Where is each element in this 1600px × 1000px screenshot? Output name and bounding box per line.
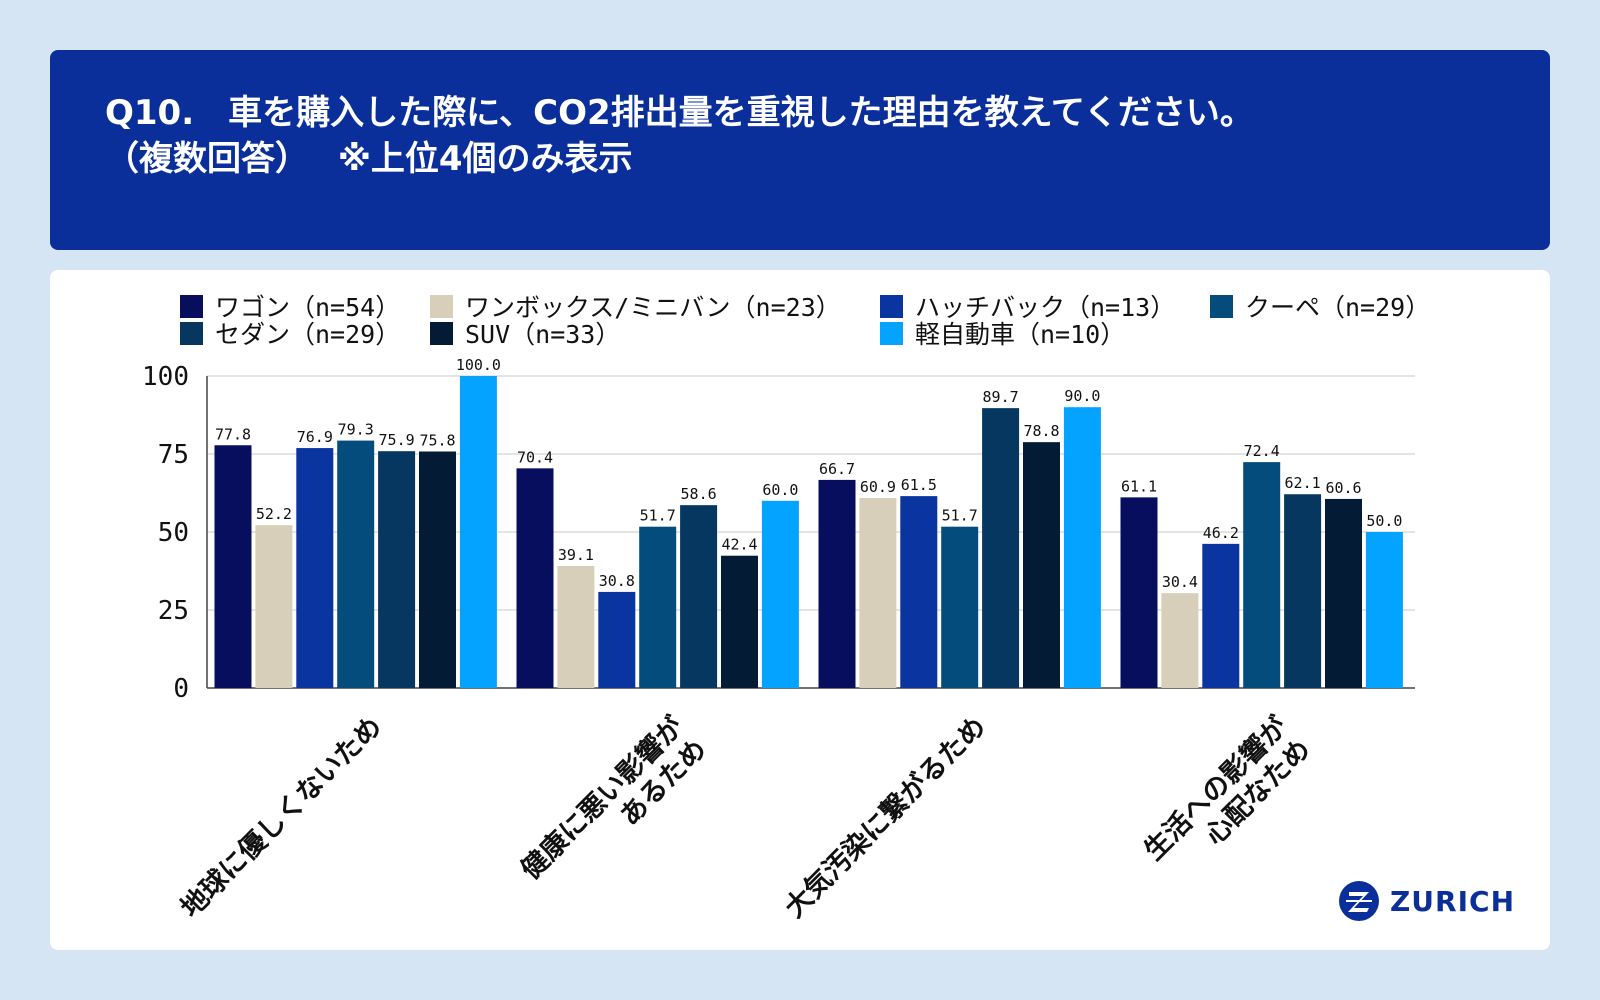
bar bbox=[721, 555, 758, 688]
bar-value-label: 51.7 bbox=[640, 507, 676, 525]
bar bbox=[1023, 442, 1060, 688]
bar-value-label: 90.0 bbox=[1064, 387, 1100, 405]
bar-value-label: 60.6 bbox=[1325, 479, 1361, 497]
x-category-label: 健康に悪い影響があるため bbox=[515, 710, 713, 908]
bar-value-label: 75.8 bbox=[419, 432, 455, 450]
bar bbox=[1161, 593, 1199, 688]
bar bbox=[1243, 462, 1281, 688]
bar-value-label: 77.8 bbox=[215, 425, 251, 443]
bar-value-label: 52.2 bbox=[256, 505, 292, 523]
y-tick-label: 75 bbox=[158, 440, 189, 470]
bar bbox=[900, 496, 938, 688]
bar-value-label: 78.8 bbox=[1023, 422, 1059, 440]
question-subtitle: （複数回答） ※上位4個のみ表示 bbox=[105, 139, 633, 179]
bar-value-label: 100.0 bbox=[456, 356, 501, 374]
legend-item: SUV（n=33） bbox=[430, 315, 620, 351]
legend-swatch bbox=[430, 294, 453, 318]
bar-value-label: 76.9 bbox=[297, 428, 333, 446]
bar bbox=[516, 468, 554, 688]
bar bbox=[214, 445, 252, 688]
bar bbox=[459, 376, 497, 688]
legend-item: 軽自動車（n=10） bbox=[880, 315, 1125, 351]
zurich-z-logo-icon bbox=[1339, 881, 1379, 921]
legend-swatch bbox=[180, 294, 203, 318]
legend-swatch bbox=[430, 321, 453, 345]
chart-legend: ワゴン（n=54） ワンボックス/ミニバン（n=23） ハッチバック（n=13） クー… bbox=[50, 270, 1550, 360]
x-category-label: 地球に優しくないため bbox=[175, 711, 388, 924]
bar bbox=[598, 591, 636, 688]
legend-item: ワンボックス/ミニバン（n=23） bbox=[430, 288, 841, 324]
bar bbox=[941, 526, 979, 688]
legend-label: ワンボックス/ミニバン（n=23） bbox=[465, 293, 841, 322]
x-category-label-line: 地球に優しくないため bbox=[175, 711, 388, 924]
bar-value-label: 70.4 bbox=[517, 448, 553, 466]
bar bbox=[982, 408, 1020, 688]
legend-swatch bbox=[880, 294, 903, 318]
bar bbox=[557, 566, 595, 688]
legend-swatch bbox=[880, 321, 903, 345]
legend-label: SUV（n=33） bbox=[465, 320, 621, 349]
x-category-label-line: 大気汚染に繋がるため bbox=[778, 710, 992, 924]
bar-value-label: 58.6 bbox=[681, 485, 717, 503]
question-title: Q10. 車を購入した際に、CO2排出量を重視した理由を教えてください。 bbox=[105, 93, 1254, 133]
bar bbox=[1120, 497, 1158, 688]
bar-value-label: 89.7 bbox=[983, 388, 1019, 406]
legend-item: クーペ（n=29） bbox=[1210, 288, 1430, 324]
bar-value-label: 75.9 bbox=[379, 431, 415, 449]
bar bbox=[639, 526, 677, 688]
x-category-label: 生活への影響が心配なため bbox=[1138, 710, 1317, 889]
legend-label: セダン（n=29） bbox=[215, 320, 401, 349]
legend-swatch bbox=[1210, 294, 1233, 318]
y-tick-label: 100 bbox=[142, 362, 189, 392]
bar-value-label: 60.0 bbox=[762, 481, 798, 499]
bar-value-label: 61.5 bbox=[901, 476, 937, 494]
question-header: Q10. 車を購入した際に、CO2排出量を重視した理由を教えてください。 （複数… bbox=[50, 50, 1550, 250]
bar-value-label: 42.4 bbox=[721, 536, 757, 554]
bar bbox=[255, 525, 293, 688]
legend-item: セダン（n=29） bbox=[180, 315, 400, 351]
legend-label: 軽自動車（n=10） bbox=[915, 320, 1126, 349]
zurich-logo: ZURICH bbox=[1338, 880, 1515, 922]
legend-item: ハッチバック（n=13） bbox=[880, 288, 1175, 324]
legend-item: ワゴン（n=54） bbox=[180, 288, 400, 324]
y-tick-label: 25 bbox=[158, 596, 189, 626]
legend-label: ハッチバック（n=13） bbox=[915, 293, 1176, 322]
bar bbox=[680, 505, 718, 688]
bar bbox=[1284, 494, 1322, 688]
bar bbox=[337, 440, 375, 688]
bar-value-label: 51.7 bbox=[942, 507, 978, 525]
bar bbox=[818, 479, 856, 688]
bar-value-label: 30.4 bbox=[1162, 573, 1198, 591]
bar bbox=[1063, 407, 1101, 688]
bar-value-label: 61.1 bbox=[1121, 477, 1157, 495]
legend-label: クーペ（n=29） bbox=[1245, 293, 1431, 322]
bar-value-label: 39.1 bbox=[558, 546, 594, 564]
legend-label: ワゴン（n=54） bbox=[215, 293, 401, 322]
bar bbox=[1202, 543, 1240, 688]
bar bbox=[419, 451, 456, 688]
bar bbox=[378, 451, 416, 688]
logo-text: ZURICH bbox=[1390, 884, 1515, 918]
y-tick-label: 50 bbox=[158, 518, 189, 548]
bar-value-label: 30.8 bbox=[599, 572, 635, 590]
bar-value-label: 60.9 bbox=[860, 478, 896, 496]
bar-value-label: 50.0 bbox=[1366, 512, 1402, 530]
bar-value-label: 66.7 bbox=[819, 460, 855, 478]
bar-chart: 0 25 50 75 100 77.8 52.2 76.9 79.3 75.9 75.8 100.0 地… bbox=[142, 356, 1415, 924]
bar-value-label: 46.2 bbox=[1203, 524, 1239, 542]
x-category-label: 大気汚染に繋がるため bbox=[778, 710, 992, 924]
bar-value-label: 79.3 bbox=[338, 421, 374, 439]
bar-value-label: 62.1 bbox=[1285, 474, 1321, 492]
bar bbox=[1365, 532, 1403, 688]
bar bbox=[761, 500, 799, 688]
chart-panel: ワゴン（n=54） ワンボックス/ミニバン（n=23） ハッチバック（n=13） クー… bbox=[50, 270, 1550, 950]
bar-value-label: 72.4 bbox=[1244, 442, 1280, 460]
legend-swatch bbox=[180, 321, 203, 345]
bar bbox=[296, 448, 334, 688]
bar bbox=[859, 497, 897, 688]
y-tick-label: 0 bbox=[173, 674, 189, 704]
bar bbox=[1325, 498, 1362, 688]
